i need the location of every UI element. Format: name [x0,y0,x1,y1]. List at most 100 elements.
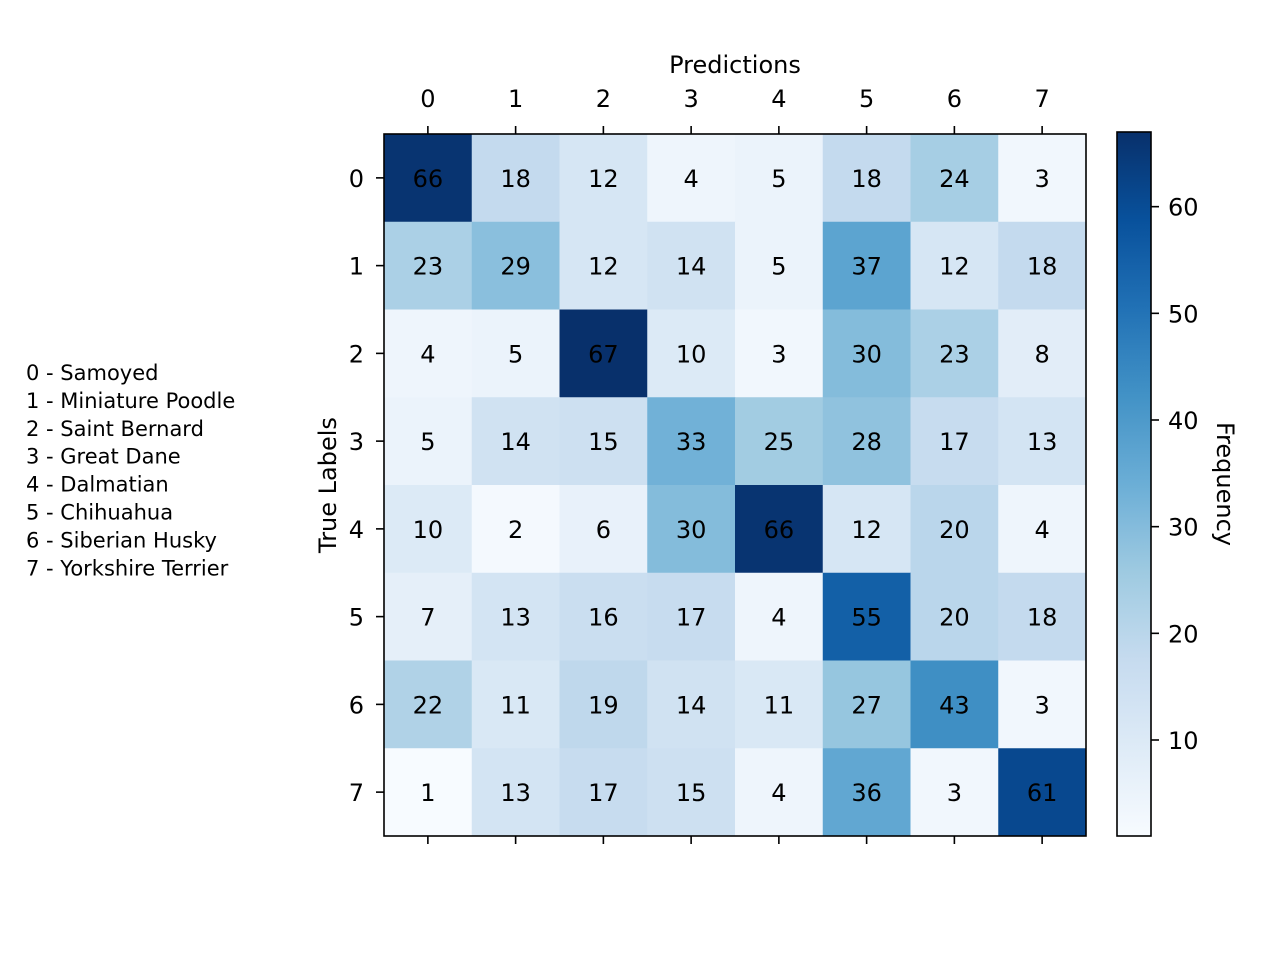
cell-value-r2-c7: 8 [1034,340,1049,368]
x-tick-label-7: 7 [1034,85,1049,113]
heatmap-cell-r5-c2 [559,572,648,661]
cell-value-r2-c4: 3 [771,340,786,368]
cell-value-r5-c3: 17 [676,604,707,632]
cell-value-r4-c7: 4 [1034,516,1049,544]
colorbar-tick-label-5: 60 [1168,194,1199,222]
heatmap-cell-r2-c5 [822,309,911,398]
cell-value-r3-c3: 33 [676,428,707,456]
heatmap-cell-r1-c3 [647,221,736,310]
heatmap-cell-r4-c4 [735,485,824,574]
x-tick-label-5: 5 [859,85,874,113]
heatmap-cell-r2-c0 [384,309,473,398]
heatmap-cell-r7-c7 [998,748,1087,837]
heatmap-cell-r5-c4 [735,572,824,661]
cell-value-r7-c5: 36 [851,779,882,807]
cell-value-r6-c2: 19 [588,691,619,719]
legend-entry-4: 4 - Dalmatian [26,473,169,497]
heatmap-cell-r1-c5 [822,221,911,310]
cell-value-r5-c4: 4 [771,604,786,632]
colorbar-label: Frequency [1211,422,1239,546]
y-tick-label-5: 5 [349,604,364,632]
heatmap-cell-r7-c5 [822,748,911,837]
heatmap-cell-r4-c1 [471,485,560,574]
heatmap-cell-r7-c1 [471,748,560,837]
heatmap-cell-r2-c2 [559,309,648,398]
heatmap-cell-r7-c3 [647,748,736,837]
legend-entry-0: 0 - Samoyed [26,361,158,385]
cell-value-r2-c3: 10 [676,340,707,368]
cell-value-r0-c0: 66 [413,165,444,193]
x-tick-label-2: 2 [596,85,611,113]
heatmap-cell-r5-c3 [647,572,736,661]
x-tick-label-4: 4 [771,85,786,113]
heatmap-cell-r6-c5 [822,660,911,749]
colorbar-tick-label-2: 30 [1168,514,1199,542]
cell-value-r2-c1: 5 [508,340,523,368]
cell-value-r5-c2: 16 [588,604,619,632]
heatmap-cell-r0-c7 [998,134,1087,223]
cell-value-r1-c0: 23 [413,253,444,281]
heatmap-cell-r4-c6 [910,485,999,574]
cell-value-r5-c5: 55 [851,604,882,632]
cell-value-r0-c2: 12 [588,165,619,193]
cell-value-r0-c7: 3 [1034,165,1049,193]
cell-value-r7-c3: 15 [676,779,707,807]
cell-value-r0-c6: 24 [939,165,970,193]
colorbar-tick-label-3: 40 [1168,407,1199,435]
cell-value-r1-c1: 29 [500,253,531,281]
heatmap-cell-r3-c5 [822,397,911,486]
legend-entry-7: 7 - Yorkshire Terrier [26,556,229,580]
heatmap-cell-r3-c3 [647,397,736,486]
cell-value-r3-c7: 13 [1027,428,1058,456]
cell-value-r3-c5: 28 [851,428,882,456]
cell-value-r4-c1: 2 [508,516,523,544]
y-axis-ticks: 0 1 2 3 4 5 6 7 [349,165,384,807]
cell-value-r4-c2: 6 [596,516,611,544]
heatmap-cell-r0-c6 [910,134,999,223]
heatmap-cell-r3-c0 [384,397,473,486]
cell-value-r4-c3: 30 [676,516,707,544]
heatmap-cell-r4-c7 [998,485,1087,574]
y-tick-label-6: 6 [349,691,364,719]
heatmap-cell-r6-c6 [910,660,999,749]
cell-value-r1-c5: 37 [851,253,882,281]
heatmap-cell-r1-c7 [998,221,1087,310]
y-tick-label-0: 0 [349,165,364,193]
cell-value-r5-c0: 7 [420,604,435,632]
cell-value-r4-c4: 66 [764,516,795,544]
heatmap-cell-r3-c2 [559,397,648,486]
colorbar: 10 20 30 40 50 60 Frequency [1116,131,1239,837]
heatmap-cell-r6-c7 [998,660,1087,749]
heatmap-cell-r1-c4 [735,221,824,310]
cell-value-r3-c1: 14 [500,428,531,456]
x-axis-label: Predictions [669,51,801,79]
heatmap-cell-r1-c1 [471,221,560,310]
y-tick-label-2: 2 [349,340,364,368]
heatmap-cell-r2-c4 [735,309,824,398]
cell-value-r7-c2: 17 [588,779,619,807]
heatmap-cell-r3-c7 [998,397,1087,486]
cell-value-r3-c0: 5 [420,428,435,456]
cell-value-r3-c4: 25 [764,428,795,456]
class-legend: 0 - Samoyed 1 - Miniature Poodle 2 - Saint… [26,361,235,580]
heatmap-cell-r2-c1 [471,309,560,398]
y-tick-label-7: 7 [349,779,364,807]
heatmap-cell-r5-c1 [471,572,560,661]
heatmap-cell-r2-c3 [647,309,736,398]
heatmap-cell-r1-c2 [559,221,648,310]
heatmap-cell-r0-c4 [735,134,824,223]
y-tick-label-1: 1 [349,253,364,281]
x-tick-label-1: 1 [508,85,523,113]
cell-value-r1-c2: 12 [588,253,619,281]
heatmap-cell-r6-c4 [735,660,824,749]
heatmap-cell-r4-c0 [384,485,473,574]
y-axis-label: True Labels [314,417,342,554]
heatmap-cell-r7-c2 [559,748,648,837]
cell-value-r4-c0: 10 [413,516,444,544]
cell-value-r0-c1: 18 [500,165,531,193]
cell-value-r2-c5: 30 [851,340,882,368]
colorbar-ticks: 10 20 30 40 50 60 [1151,194,1199,755]
x-tick-label-6: 6 [947,85,962,113]
colorbar-tick-label-4: 50 [1168,300,1199,328]
